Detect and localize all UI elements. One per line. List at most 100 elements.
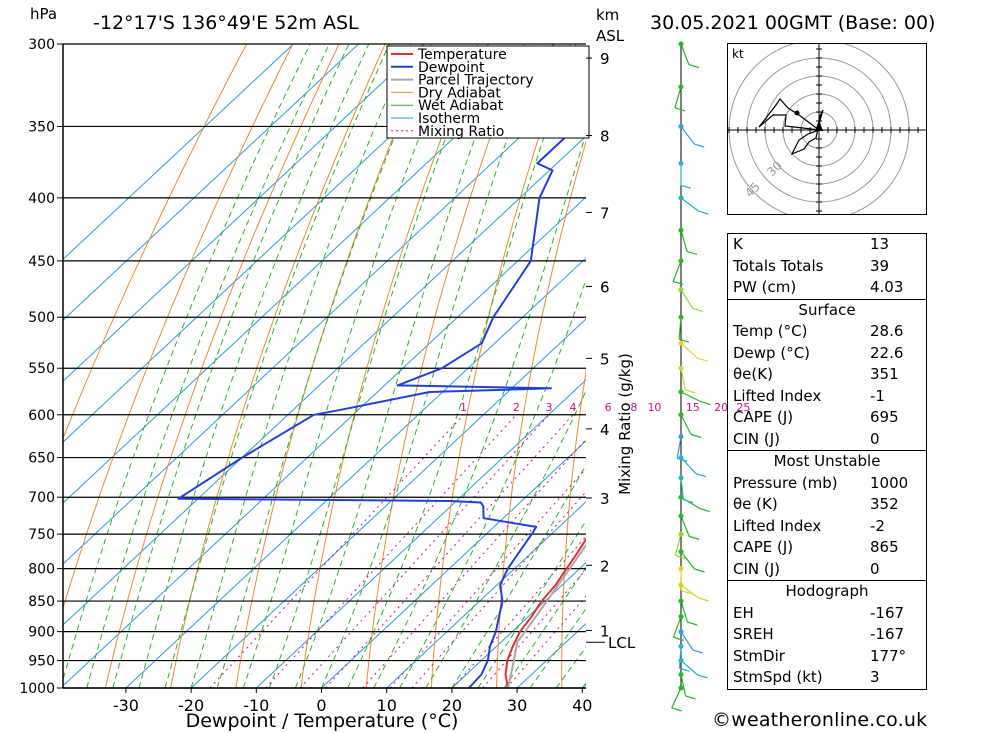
wind-barb-flag [692,307,703,313]
wind-barb-flag [695,473,707,478]
wind-barb-shaft [680,43,690,65]
hodograph-marker [794,110,800,116]
wind-barb-shaft [680,631,694,651]
wind-barb-shaft [680,289,694,309]
wind-barb-shaft [680,391,702,403]
temperature-profile [504,537,586,688]
hodograph-unit: kt [732,47,744,61]
index-label: Totals Totals [733,256,824,275]
mu-value: 865 [870,538,899,556]
surface-value: 351 [870,365,899,383]
index-label: PW (cm) [733,278,797,296]
isotherm-line [63,74,586,565]
height-axis: 1 2 3 4 5 6 7 8 9 LCL [586,50,636,652]
mixing-ratio-line [452,535,586,688]
mu-row: Lifted Index -2 [728,516,926,538]
legend-label: Dry Adiabat [418,85,501,101]
temperature-tick-label: 40 [572,696,592,715]
hpa-unit-label: hPa [30,5,57,23]
datetime-title: 30.05.2021 00GMT (Base: 00) [650,12,935,34]
wind-barb-shaft [680,126,695,145]
wind-barb-flag [681,590,692,595]
surface-value: 28.6 [870,322,904,340]
hodograph-panel: kt 30 45 [727,39,927,221]
pressure-tick-label: 950 [28,654,55,670]
surface-row: Dewp (°C) 22.6 [728,343,926,365]
km-tick-label: 3 [600,490,610,508]
hodo-label: SREH [733,625,774,643]
surface-value: -1 [870,386,885,405]
wind-barb-shaft [680,368,686,390]
surface-value: 695 [870,408,899,426]
surface-label: Temp (°C) [733,322,808,340]
footer-credit[interactable]: ©weatheronline.co.uk [712,709,927,731]
parcel-trajectory-profile [507,543,586,688]
isobar-lines: 300 350 400 450 500 550 600 650 700 750 800 850 900 9… [19,37,586,697]
wet-adiabat-line [503,566,586,688]
mixing-ratio-axis-title: Mixing Ratio (g/kg) [616,353,634,495]
mixing-ratio-line [325,414,574,688]
most-unstable-title: Most Unstable [773,452,881,470]
wind-barb-flag [694,568,705,573]
mu-label: Pressure (mb) [733,473,838,492]
legend-label: Isotherm [418,111,480,127]
mu-label: CAPE (J) [733,538,794,556]
x-axis-title: Dewpoint / Temperature (°C) [186,710,459,732]
mixing-ratio-labels: 1 2 3 4 6 8 10 15 20 25 [460,401,750,414]
wind-barb-flag [685,389,696,394]
site-link[interactable]: weatheronline.co.uk [731,709,928,731]
hodo-label: StmSpd (kt) [733,668,823,686]
mu-value: 0 [870,559,880,578]
wind-barb-flag [690,433,702,438]
mixing-ratio-line [209,414,464,688]
wet-adiabat-line [294,44,511,688]
pressure-tick-label: 550 [28,361,55,377]
wet-adiabat-line [190,44,412,688]
dry-adiabat-line [561,368,586,688]
wind-barb-flag [671,707,682,712]
temperature-tick-label: 0 [316,696,326,715]
surface-label: Lifted Index [733,386,822,405]
indices-table: K 13 Totals Totals 39 PW (cm) 4.03 Surface … [727,233,927,690]
km-tick-label: 9 [600,50,610,68]
wind-barb-shaft [676,436,682,459]
wet-adiabat-line [529,607,586,688]
wind-barb-flag [678,338,690,343]
mu-row: CAPE (J) 865 [728,537,926,559]
wind-barb-flag [687,621,698,626]
wet-adiabat-line [321,44,542,688]
surface-row: Temp (°C) 28.6 [728,321,926,343]
index-row: Totals Totals 39 [728,256,926,278]
wind-barb-shaft [680,342,698,359]
location-title: -12°17'S 136°49'E 52m ASL [93,12,359,34]
pressure-tick-label: 800 [28,562,55,578]
surface-label: Dewp (°C) [733,343,811,362]
temperature-tick-label: -10 [243,696,269,715]
mu-label: Lifted Index [733,516,822,535]
mu-row: θe (K) 352 [728,494,926,516]
isotherm-line [63,44,490,443]
isotherm-line [63,135,586,626]
axes: -30 -20 -10 0 10 20 30 40 [62,44,592,715]
surface-title: Surface [798,300,856,319]
wet-adiabat-line [425,389,586,688]
pressure-tick-label: 650 [28,451,55,467]
asl-label: ASL [596,27,625,45]
wind-barb-shaft [672,616,682,638]
hodo-row: SREH -167 [728,624,926,646]
isotherm-line [321,440,586,688]
temperature-tick-label: 20 [442,696,462,715]
dry-adiabat-line [63,44,248,440]
temperature-tick-label: 10 [377,696,397,715]
mixing-ratio-label: 8 [630,401,637,414]
km-tick-label: 6 [600,278,610,296]
mixing-ratio-label: 3 [546,401,553,414]
wind-barb-flag [699,507,711,513]
wind-barb-shaft [680,230,688,252]
pressure-tick-label: 900 [28,625,55,641]
wind-barb-shaft [680,197,699,212]
wind-barb-shaft [680,496,701,510]
wet-adiabat-line [399,278,586,688]
